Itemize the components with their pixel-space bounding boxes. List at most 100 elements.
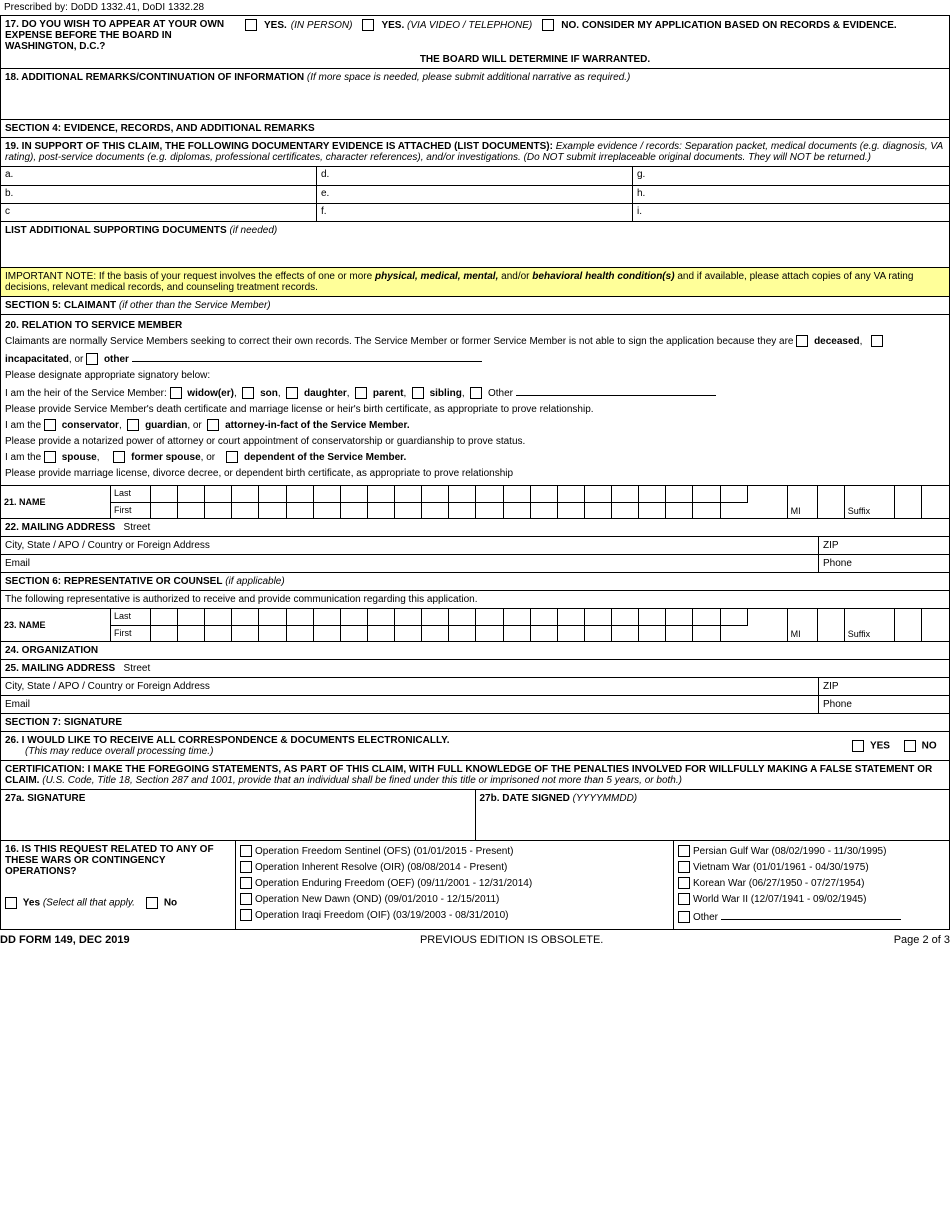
q19-h[interactable]: h.	[633, 185, 949, 203]
q24-title: 24. ORGANIZATION	[1, 642, 949, 659]
q19-a[interactable]: a.	[1, 167, 317, 185]
q22-email-row: Email Phone	[1, 554, 949, 572]
q22-email-label: Email	[1, 555, 819, 572]
q19-g[interactable]: g.	[633, 167, 949, 185]
cert-note: (U.S. Code, Title 18, Section 287 and 10…	[42, 775, 682, 786]
q25-phone-label: Phone	[819, 696, 949, 713]
q17-yes-person-checkbox[interactable]	[245, 19, 257, 31]
q20-other2-line[interactable]	[516, 384, 716, 396]
q17-yes-video-checkbox[interactable]	[362, 19, 374, 31]
q25-email-row: Email Phone	[1, 695, 949, 713]
q20-spouse: spouse	[62, 452, 97, 463]
q20-other2: Other	[488, 388, 513, 399]
q16-op2-checkbox[interactable]	[240, 877, 252, 889]
q21-first-label: First	[111, 502, 151, 518]
s5-note: (if other than the Service Member)	[119, 300, 271, 311]
q18-note: (If more space is needed, please submit …	[307, 72, 631, 83]
q20-guardian-checkbox[interactable]	[127, 419, 139, 431]
footer-prev: PREVIOUS EDITION IS OBSOLETE.	[420, 934, 603, 946]
q20-incap-checkbox[interactable]	[871, 335, 883, 347]
q16-yes-note: (Select all that apply.	[43, 898, 135, 909]
q16-op0-checkbox[interactable]	[240, 845, 252, 857]
q21-last-label: Last	[111, 486, 151, 502]
page-footer: DD FORM 149, DEC 2019 PREVIOUS EDITION I…	[0, 930, 950, 950]
q25-zip-label: ZIP	[819, 678, 949, 695]
q20-row: 20. RELATION TO SERVICE MEMBER Claimants…	[1, 314, 949, 485]
q21-last-1[interactable]	[151, 486, 178, 502]
q27a-label: 27a. SIGNATURE	[1, 790, 476, 840]
q16-op4: Operation Iraqi Freedom (OIF) (03/19/200…	[255, 910, 508, 921]
q20-son-checkbox[interactable]	[242, 387, 254, 399]
q23-row: 23. NAME Last MI Suffix First	[1, 608, 949, 641]
q20-other: other	[104, 354, 129, 365]
q27b-label: 27b. DATE SIGNED	[480, 793, 570, 804]
q16-op3: Operation New Dawn (OND) (09/01/2010 - 1…	[255, 894, 499, 905]
q20-iam1: I am the	[5, 420, 41, 431]
q20-notarized: Please provide a notarized power of atto…	[5, 434, 945, 450]
q19-d[interactable]: d.	[317, 167, 633, 185]
s6-intro: The following representative is authoriz…	[1, 591, 949, 608]
q20-conservator-checkbox[interactable]	[44, 419, 56, 431]
s7-title: SECTION 7: SIGNATURE	[1, 714, 949, 731]
q20-dependent-checkbox[interactable]	[226, 451, 238, 463]
footer-page: Page 2 of 3	[894, 934, 950, 946]
important-note-row: IMPORTANT NOTE: If the basis of your req…	[1, 267, 949, 296]
q16-war0-checkbox[interactable]	[678, 845, 690, 857]
q23-first-label: First	[111, 625, 151, 641]
q18-title: 18. ADDITIONAL REMARKS/CONTINUATION OF I…	[5, 72, 304, 83]
q20-spouse-checkbox[interactable]	[44, 451, 56, 463]
q20-deceased-checkbox[interactable]	[796, 335, 808, 347]
q16-war1-checkbox[interactable]	[678, 861, 690, 873]
q26-yes-checkbox[interactable]	[852, 740, 864, 752]
q22-title: 22. MAILING ADDRESS	[5, 522, 115, 533]
q16-op4-checkbox[interactable]	[240, 909, 252, 921]
q19-c[interactable]: c	[1, 203, 317, 221]
q20-daughter-checkbox[interactable]	[286, 387, 298, 399]
q20-conservator: conservator	[62, 420, 119, 431]
q20-son: son	[260, 388, 278, 399]
q20-former-spouse-checkbox[interactable]	[113, 451, 125, 463]
q26-note: (This may reduce overall processing time…	[5, 746, 450, 757]
q22-phone-label: Phone	[819, 555, 949, 572]
important-terms: physical, medical, mental,	[375, 271, 498, 282]
q20-other-checkbox[interactable]	[86, 353, 98, 365]
s4-title: SECTION 4: EVIDENCE, RECORDS, AND ADDITI…	[1, 120, 949, 137]
q16-no: No	[164, 898, 177, 909]
q20-attorney-checkbox[interactable]	[207, 419, 219, 431]
q16-war3-checkbox[interactable]	[678, 893, 690, 905]
q20-parent: parent	[373, 388, 404, 399]
q21-title: 21. NAME	[1, 486, 111, 518]
q26-no-checkbox[interactable]	[904, 740, 916, 752]
q19-row: 19. IN SUPPORT OF THIS CLAIM, THE FOLLOW…	[1, 137, 949, 166]
q22-city-row: City, State / APO / Country or Foreign A…	[1, 536, 949, 554]
q25-street-row: 25. MAILING ADDRESS Street	[1, 659, 949, 677]
q20-other-line[interactable]	[132, 350, 482, 362]
q16-op3-checkbox[interactable]	[240, 893, 252, 905]
q17-no-checkbox[interactable]	[542, 19, 554, 31]
q16-no-checkbox[interactable]	[146, 897, 158, 909]
q20-dependent: dependent of the Service Member.	[244, 452, 406, 463]
list-additional-title: LIST ADDITIONAL SUPPORTING DOCUMENTS	[5, 225, 227, 236]
q20-parent-checkbox[interactable]	[355, 387, 367, 399]
q16-other-checkbox[interactable]	[678, 911, 690, 923]
important-prefix: IMPORTANT NOTE: If the basis of your req…	[5, 271, 372, 282]
q19-b[interactable]: b.	[1, 185, 317, 203]
q20-widow-checkbox[interactable]	[170, 387, 182, 399]
q19-i[interactable]: i.	[633, 203, 949, 221]
q16-war2-checkbox[interactable]	[678, 877, 690, 889]
q16-other-line[interactable]	[721, 908, 901, 920]
important-behavioral: behavioral health condition(s)	[532, 271, 674, 282]
q16-op1-checkbox[interactable]	[240, 861, 252, 873]
q16-yes-checkbox[interactable]	[5, 897, 17, 909]
q20-other2-checkbox[interactable]	[470, 387, 482, 399]
q19-f[interactable]: f.	[317, 203, 633, 221]
q17-determine: THE BOARD WILL DETERMINE IF WARRANTED.	[5, 54, 945, 65]
q19-e[interactable]: e.	[317, 185, 633, 203]
q17-yes-person: YES.	[264, 20, 287, 31]
q20-sibling-checkbox[interactable]	[412, 387, 424, 399]
q16-yes: Yes	[23, 898, 40, 909]
section6-header: SECTION 6: REPRESENTATIVE OR COUNSEL (if…	[1, 572, 949, 590]
q16-war3: World War II (12/07/1941 - 09/02/1945)	[693, 894, 866, 905]
q23-mi-label: MI	[788, 609, 818, 641]
s5-title: SECTION 5: CLAIMANT	[5, 300, 116, 311]
